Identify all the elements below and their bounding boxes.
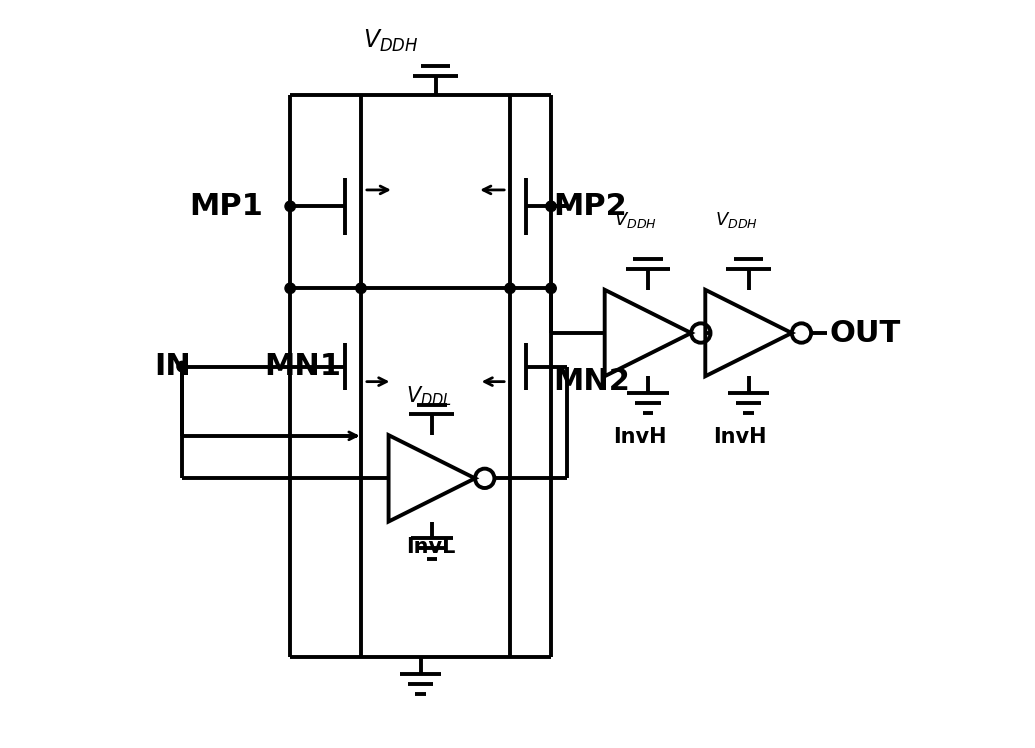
Text: MP2: MP2 <box>554 191 627 221</box>
Text: $V_{DDH}$: $V_{DDH}$ <box>363 28 418 54</box>
Text: OUT: OUT <box>829 319 900 348</box>
Circle shape <box>505 283 515 293</box>
Text: InvH: InvH <box>613 427 667 447</box>
Text: MP1: MP1 <box>189 191 264 221</box>
Text: IN: IN <box>154 352 190 381</box>
Circle shape <box>285 201 295 212</box>
Circle shape <box>545 283 556 293</box>
Text: $V_{DDH}$: $V_{DDH}$ <box>615 210 657 230</box>
Text: InvH: InvH <box>713 427 767 447</box>
Circle shape <box>177 361 187 372</box>
Text: $V_{DDL}$: $V_{DDL}$ <box>406 384 451 408</box>
Circle shape <box>356 283 366 293</box>
Text: MN2: MN2 <box>554 367 630 396</box>
Text: MN1: MN1 <box>264 352 342 381</box>
Circle shape <box>545 201 556 212</box>
Text: $V_{DDH}$: $V_{DDH}$ <box>715 210 758 230</box>
Text: InvL: InvL <box>406 537 455 557</box>
Circle shape <box>285 283 295 293</box>
